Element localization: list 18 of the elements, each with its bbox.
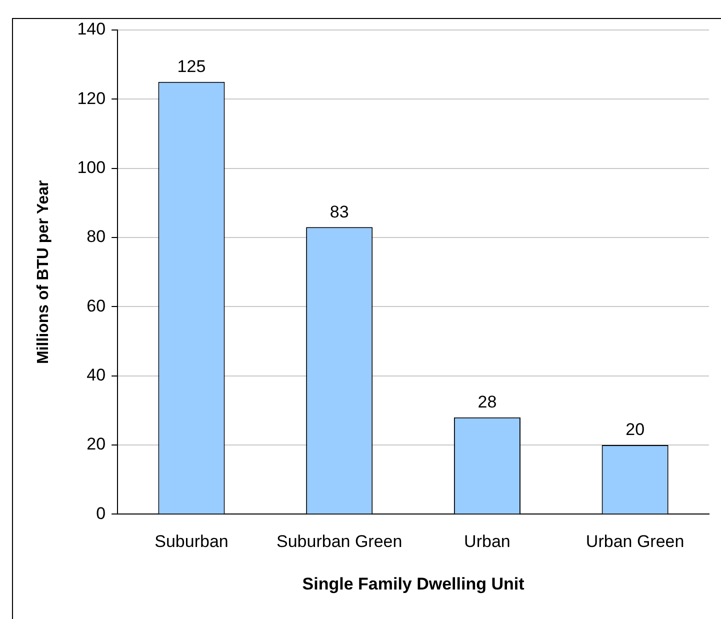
- x-axis-title: Single Family Dwelling Unit: [302, 574, 525, 594]
- y-tick-label: 40: [86, 366, 106, 385]
- data-label: 83: [330, 202, 349, 222]
- data-label: 28: [478, 392, 497, 412]
- x-tick-label: Suburban: [154, 532, 228, 552]
- y-tick-label: 100: [77, 158, 106, 178]
- data-label: 125: [177, 57, 206, 76]
- y-axis-title: Millions of BTU per Year: [35, 180, 52, 364]
- y-tick-label: 0: [96, 504, 106, 523]
- y-tick-label: 120: [77, 88, 106, 108]
- x-tick-label: Suburban Green: [276, 532, 402, 552]
- x-tick-label: Urban: [464, 532, 510, 552]
- y-tick-label: 60: [86, 296, 106, 316]
- y-tick-label: 20: [86, 434, 106, 454]
- data-label: 20: [626, 420, 645, 440]
- x-tick-label: Urban Green: [586, 532, 684, 552]
- y-tick-label: 80: [86, 227, 106, 246]
- y-tick-label: 140: [77, 20, 106, 39]
